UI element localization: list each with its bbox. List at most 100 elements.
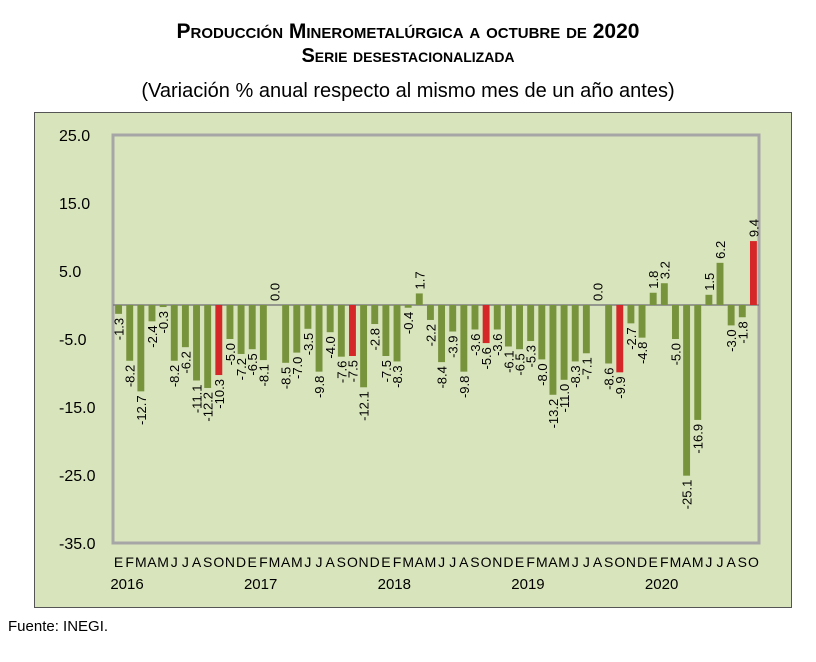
bar — [705, 294, 713, 305]
bar — [738, 305, 746, 318]
data-label: -10.3 — [212, 379, 227, 409]
data-label: -6.2 — [178, 351, 193, 373]
data-label: -7.1 — [579, 357, 594, 379]
x-tick-month: J — [572, 554, 579, 570]
bar — [393, 305, 401, 362]
bar — [304, 305, 312, 329]
data-label: -12.2 — [201, 392, 216, 422]
y-tick-label: -35.0 — [59, 536, 96, 553]
bar — [137, 305, 145, 392]
x-tick-month: A — [415, 554, 425, 570]
data-label: -3.5 — [301, 333, 316, 355]
x-tick-month: A — [726, 554, 736, 570]
x-tick-month: M — [670, 554, 682, 570]
data-label: -5.6 — [479, 347, 494, 369]
data-label: -7.5 — [345, 360, 360, 382]
bar — [193, 305, 200, 381]
x-tick-month: S — [337, 554, 346, 570]
data-label: -8.1 — [256, 364, 271, 386]
bar — [426, 305, 434, 320]
x-tick-month: M — [402, 554, 414, 570]
data-label: -9.9 — [613, 376, 628, 398]
bar — [683, 305, 691, 476]
data-label: 0.0 — [591, 283, 606, 301]
bar — [727, 305, 735, 326]
x-tick-month: J — [717, 554, 724, 570]
bar — [248, 305, 256, 350]
x-tick-month: J — [449, 554, 456, 570]
x-tick-year: 2020 — [645, 576, 678, 593]
data-label: -8.3 — [568, 365, 583, 387]
bar — [516, 305, 523, 350]
data-label: -3.9 — [446, 336, 461, 358]
data-label: 1.7 — [412, 271, 427, 289]
data-label: -4.8 — [635, 342, 650, 364]
bar-highlight — [616, 305, 624, 373]
x-tick-month: E — [381, 554, 390, 570]
data-label: -9.8 — [312, 376, 327, 398]
bar — [560, 305, 568, 380]
x-tick-month: J — [705, 554, 712, 570]
bar — [694, 305, 702, 420]
x-tick-year: 2018 — [378, 576, 411, 593]
x-tick-month: N — [359, 554, 369, 570]
x-tick-month: M — [425, 554, 437, 570]
x-tick-month: J — [583, 554, 590, 570]
x-tick-month: N — [225, 554, 235, 570]
data-label: -8.6 — [602, 367, 617, 389]
bar — [716, 262, 724, 305]
bar — [672, 305, 679, 339]
x-tick-month: A — [281, 554, 291, 570]
bar — [115, 305, 123, 314]
x-tick-month: F — [526, 554, 535, 570]
y-tick-label: 25.0 — [59, 128, 90, 145]
data-label: -3.6 — [490, 333, 505, 355]
data-label: -3.6 — [468, 333, 483, 355]
x-tick-month: D — [503, 554, 513, 570]
x-tick-month: D — [236, 554, 246, 570]
x-tick-month: J — [438, 554, 445, 570]
bar-highlight — [749, 241, 757, 305]
data-label: -9.8 — [457, 376, 472, 398]
data-label: -7.2 — [234, 358, 249, 380]
x-tick-month: M — [536, 554, 548, 570]
x-tick-month: A — [548, 554, 558, 570]
x-tick-month: J — [182, 554, 189, 570]
y-tick-label: 15.0 — [59, 196, 90, 213]
data-label: -12.7 — [134, 395, 149, 425]
x-tick-year: 2016 — [110, 576, 143, 593]
x-tick-month: D — [370, 554, 380, 570]
x-tick-month: S — [604, 554, 613, 570]
data-label: -8.5 — [279, 367, 294, 389]
data-label: -6.1 — [501, 350, 516, 372]
bar — [293, 305, 301, 353]
data-label: 0.0 — [268, 283, 283, 301]
x-tick-month: A — [147, 554, 157, 570]
chart-subtitle-series: Serie desestacionalizada — [301, 45, 515, 67]
data-label: -5.3 — [524, 345, 539, 367]
x-tick-month: O — [347, 554, 358, 570]
bar — [226, 305, 234, 339]
bar — [404, 305, 412, 308]
data-label: 1.8 — [646, 271, 661, 289]
bar — [159, 305, 167, 308]
bar — [382, 305, 390, 356]
bar — [527, 305, 535, 342]
data-label: -8.0 — [535, 363, 550, 385]
x-tick-month: S — [470, 554, 479, 570]
bar — [326, 305, 334, 333]
bar — [660, 283, 668, 305]
bar — [438, 305, 446, 363]
x-tick-month: O — [481, 554, 492, 570]
x-tick-month: E — [248, 554, 257, 570]
x-tick-month: E — [114, 554, 123, 570]
x-tick-month: A — [593, 554, 603, 570]
data-label: -2.7 — [624, 327, 639, 349]
bar — [126, 305, 134, 361]
y-tick-label: -15.0 — [59, 400, 96, 417]
bar — [371, 305, 379, 325]
data-label: -7.0 — [290, 357, 305, 379]
x-tick-year: 2017 — [244, 576, 277, 593]
bar — [638, 305, 646, 338]
data-label: -6.5 — [513, 353, 528, 375]
